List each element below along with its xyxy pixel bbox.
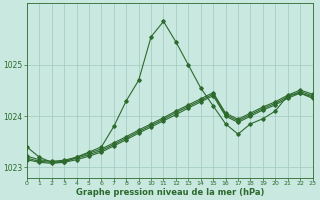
X-axis label: Graphe pression niveau de la mer (hPa): Graphe pression niveau de la mer (hPa) xyxy=(76,188,264,197)
